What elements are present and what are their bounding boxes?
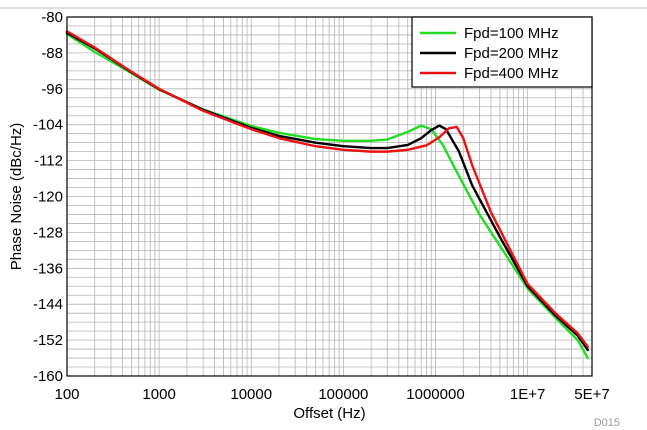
plot-frame (66, 16, 593, 377)
x-tick-label: 1000000 (406, 386, 464, 403)
y-tick-label: -128 (33, 224, 63, 241)
x-tick-labels: 100 1000 10000 100000 1000000 1E+7 5E+7 (54, 386, 609, 403)
legend: Fpd=100 MHz Fpd=200 MHz Fpd=400 MHz (411, 16, 593, 88)
y-tick-label: -160 (33, 368, 63, 385)
x-tick-label: 100 (54, 386, 79, 403)
series-lines (65, 30, 589, 360)
x-tick-label: 100000 (318, 386, 368, 403)
series-line-3 (65, 30, 589, 349)
legend-label-2: Fpd=200 MHz (464, 45, 559, 62)
y-tick-label: -144 (33, 296, 63, 313)
x-tick-label: 1E+7 (510, 386, 545, 403)
y-tick-label: -96 (41, 81, 63, 98)
y-tick-labels: -80 -88 -96 -104 -112 -120 -128 -136 -144 -152 -16… (33, 9, 63, 385)
x-axis-title: Offset (Hz) (293, 405, 365, 422)
y-tick-label: -120 (33, 189, 63, 206)
y-tick-label: -112 (34, 153, 63, 170)
legend-label-1: Fpd=100 MHz (464, 25, 559, 42)
y-tick-label: -80 (41, 9, 63, 26)
legend-label-3: Fpd=400 MHz (464, 65, 559, 82)
y-tick-label: -88 (41, 45, 63, 62)
y-tick-label: -152 (33, 332, 63, 349)
x-tick-label: 1000 (142, 386, 175, 403)
y-tick-label: -104 (33, 117, 63, 134)
figure-code: D015 (594, 417, 620, 429)
x-tick-label: 10000 (230, 386, 272, 403)
x-tick-label: 5E+7 (574, 386, 609, 403)
y-axis-title: Phase Noise (dBc/Hz) (8, 123, 25, 271)
y-tick-label: -136 (33, 260, 63, 277)
